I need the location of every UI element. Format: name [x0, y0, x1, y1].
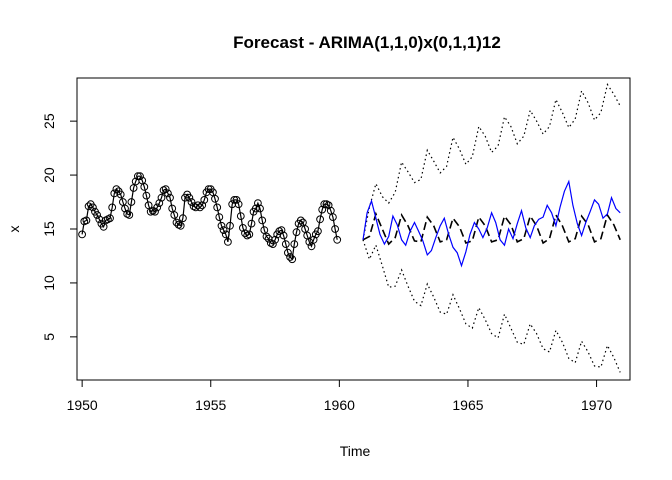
observed-point [221, 230, 230, 239]
observed-point [333, 235, 342, 244]
observed-point [112, 185, 121, 194]
observed-point [153, 203, 162, 212]
observed-point [234, 200, 243, 209]
observed-point [309, 235, 318, 244]
observed-point [219, 226, 228, 235]
observed-point [314, 227, 322, 236]
observed-point [288, 255, 297, 264]
observed-point [196, 203, 204, 212]
observed-point [213, 203, 222, 212]
observed-point [155, 199, 164, 208]
observed-point [251, 204, 260, 213]
observed-point [217, 221, 226, 230]
observed-point [286, 253, 295, 261]
observed-point [125, 211, 134, 219]
observed-point [140, 183, 149, 191]
upper-bound-line [362, 83, 621, 240]
y-axis: 5 10 15 20 25 [41, 113, 78, 341]
observed-point [324, 201, 333, 210]
observed-point [84, 202, 93, 211]
observed-point [136, 172, 144, 181]
observed-point [142, 191, 151, 200]
observed-point [194, 201, 202, 210]
observed-point [157, 193, 166, 202]
observed-point [258, 216, 267, 225]
observed-point [198, 201, 207, 210]
observed-point [320, 200, 329, 209]
observed-point [290, 240, 299, 249]
observed-point [292, 228, 301, 237]
observed-point [78, 230, 86, 239]
observed-point [176, 221, 185, 230]
observed-point [215, 213, 224, 222]
x-tick-label: 1955 [195, 397, 226, 413]
observed-point [236, 212, 245, 221]
observed-point [318, 205, 327, 214]
y-tick-label: 15 [41, 221, 57, 237]
lower-bound-line [362, 239, 621, 373]
observed-point [281, 240, 290, 249]
observed-point [241, 229, 249, 238]
observed-point [239, 224, 247, 232]
observed-point [224, 238, 232, 246]
x-tick-label: 1965 [452, 397, 483, 413]
observed-point [316, 215, 325, 224]
y-tick-label: 10 [41, 275, 57, 291]
observed-point [134, 172, 142, 181]
y-tick-label: 20 [41, 167, 57, 183]
observed-point [254, 199, 262, 208]
observed-point [170, 211, 179, 219]
observed-point [151, 207, 159, 216]
observed-point [211, 194, 219, 203]
x-tick-label: 1950 [67, 397, 98, 413]
x-tick-label: 1960 [324, 397, 355, 413]
observed-point [161, 185, 170, 194]
observed-point [89, 203, 97, 212]
observed-point [247, 219, 256, 228]
observed-point [277, 226, 286, 235]
observed-point [82, 216, 91, 225]
observed-point [230, 196, 239, 204]
observed-point [166, 193, 174, 202]
observed-point [305, 238, 314, 246]
plot-frame [76, 77, 631, 381]
observed-point [245, 230, 254, 239]
chart-title: Forecast - ARIMA(1,1,0)x(0,1,1)12 [233, 33, 501, 52]
observed-point [121, 204, 129, 213]
observed-point [106, 214, 114, 223]
y-tick-label: 25 [41, 113, 57, 129]
observed-point [226, 221, 234, 230]
y-axis-label: x [6, 226, 22, 233]
observed-point [232, 196, 241, 204]
observed-line [81, 175, 338, 261]
observed-point [185, 193, 194, 202]
observed-point [331, 225, 340, 233]
observed-point [200, 196, 209, 204]
observed-point [271, 235, 280, 244]
observed-point [296, 216, 305, 225]
x-tick-label: 1970 [581, 397, 612, 413]
observed-point [256, 204, 264, 213]
observed-point [269, 240, 277, 249]
plot-area [78, 83, 621, 373]
observed-point [108, 203, 117, 212]
observed-point [284, 248, 292, 257]
observed-point [262, 232, 271, 241]
observed-point [93, 211, 101, 219]
forecast-line [362, 211, 621, 246]
y-tick-label: 5 [41, 333, 57, 341]
x-axis: 1950 1955 1960 1965 1970 [67, 379, 612, 413]
observed-point [164, 189, 172, 198]
observed-point [279, 231, 288, 240]
observed-point [116, 190, 125, 199]
actual-line [362, 179, 621, 268]
observed-point [187, 198, 196, 206]
observed-point [127, 198, 136, 206]
observed-point [329, 213, 337, 222]
observed-point [179, 214, 187, 223]
x-axis-label: Time [340, 443, 371, 459]
